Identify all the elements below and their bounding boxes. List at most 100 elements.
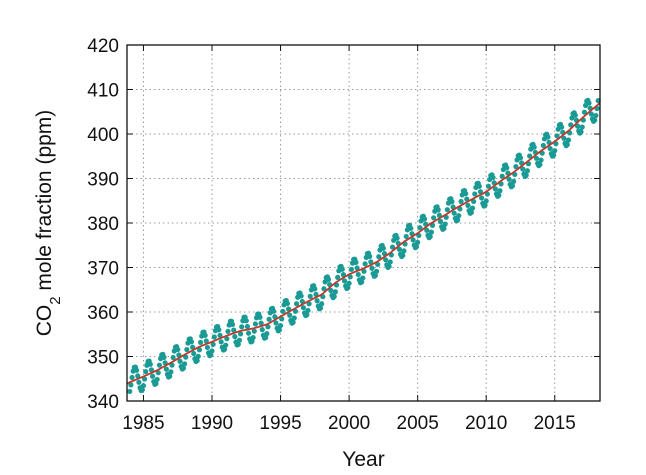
series-0-point — [169, 362, 175, 368]
series-0-point — [252, 321, 259, 327]
series-0-point — [593, 112, 599, 119]
tick-labels: 1985 1990 1995 2000 2005 2010 2015 340 350 360 370… — [87, 36, 576, 434]
x-tick-label: 1990 — [191, 413, 233, 434]
series-0-point — [362, 261, 368, 267]
series-0-point — [408, 225, 414, 231]
series-0-point — [196, 347, 203, 353]
series-0-point — [410, 237, 416, 243]
series-0-point — [266, 316, 272, 322]
series-0-point — [581, 109, 588, 115]
series-0-point — [140, 383, 147, 389]
series-0-point — [531, 144, 537, 150]
series-0-point — [458, 198, 464, 205]
series-0-point — [354, 265, 360, 271]
series-0-point — [161, 354, 167, 360]
series-0-point — [306, 301, 312, 307]
series-0-point — [312, 286, 318, 292]
series-0-point — [359, 279, 365, 285]
series-0-point — [211, 334, 217, 340]
series-0-point — [367, 253, 373, 259]
series-0-point — [561, 135, 567, 141]
series-0-point — [483, 198, 489, 204]
series-0-point — [538, 157, 544, 163]
series-0-point — [456, 213, 462, 219]
series-0-point — [421, 216, 428, 222]
series-0-point — [203, 338, 209, 344]
series-0-point — [564, 141, 570, 148]
series-0-point — [540, 142, 546, 149]
series-0-point — [235, 341, 241, 347]
series-0-point — [194, 357, 200, 364]
series-0-point — [287, 312, 293, 318]
series-0-point — [210, 341, 216, 347]
series-0-point — [216, 327, 222, 333]
series-0-point — [347, 274, 353, 280]
series-0-point — [403, 233, 409, 240]
series-0-point — [175, 346, 181, 353]
series-0-point — [373, 268, 380, 274]
series-0-point — [492, 186, 498, 192]
x-tick-label: 2010 — [465, 413, 507, 434]
series-0-point — [579, 124, 585, 130]
series-0-point — [290, 319, 296, 325]
series-0-point — [588, 111, 594, 117]
series-0-point — [276, 327, 283, 333]
series-0-point — [271, 308, 277, 314]
series-0-point — [317, 305, 324, 311]
series-0-point — [307, 293, 313, 299]
series-0-point — [554, 133, 560, 139]
series-0-point — [183, 354, 189, 360]
series-0-point — [437, 218, 444, 225]
series-0-point — [135, 373, 141, 379]
series-0-point — [127, 388, 133, 395]
series-0-point — [163, 366, 169, 372]
series-0-point — [325, 276, 332, 283]
series-0-point — [348, 266, 354, 273]
series-0-point — [471, 198, 477, 205]
series-0-point — [147, 361, 153, 367]
series-0-point — [389, 244, 396, 250]
series-0-point — [451, 210, 457, 216]
series-0-point — [520, 166, 526, 172]
y-tick-label: 380 — [87, 214, 119, 235]
series-0-point — [313, 291, 319, 297]
series-0-point — [449, 199, 455, 205]
y-tick-label: 370 — [87, 259, 119, 280]
series-0-point — [575, 123, 581, 129]
series-0-point — [189, 344, 196, 350]
series-0-point — [464, 196, 470, 202]
series-0-point — [383, 257, 389, 263]
series-0-point — [168, 369, 174, 375]
series-0-point — [441, 225, 447, 232]
series-0-point — [444, 207, 450, 213]
series-0-point — [208, 352, 214, 358]
series-0-point — [499, 173, 505, 179]
x-tick-label: 2000 — [328, 413, 370, 434]
series-0-point — [332, 289, 338, 295]
series-0-point — [435, 207, 441, 213]
series-0-point — [328, 287, 334, 294]
series-0-point — [244, 323, 251, 330]
series-0-point — [368, 259, 374, 265]
series-0-point — [465, 202, 471, 208]
series-0-point — [191, 350, 197, 357]
series-0-point — [353, 259, 359, 265]
series-0-point — [497, 188, 503, 194]
series-0-point — [400, 252, 406, 258]
series-0-point — [300, 305, 307, 311]
series-0-point — [139, 387, 145, 393]
series-0-point — [477, 189, 484, 195]
series-0-point — [394, 235, 400, 241]
series-0-point — [148, 367, 155, 373]
series-0-point — [551, 152, 557, 158]
series-0-point — [547, 145, 553, 152]
series-0-point — [496, 192, 502, 198]
series-0-point — [424, 227, 430, 233]
series-0-point — [265, 324, 271, 330]
x-axis-title: Year — [342, 448, 384, 471]
series-0-point — [339, 266, 345, 272]
series-0-point — [524, 168, 530, 174]
series-0-point — [504, 165, 510, 171]
series-0-point — [485, 183, 492, 189]
y-axis-title-part-1: CO — [33, 305, 56, 337]
